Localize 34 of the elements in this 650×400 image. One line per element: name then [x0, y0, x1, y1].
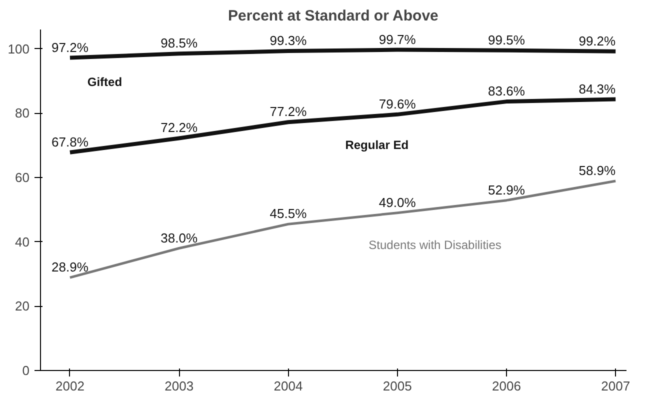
data-label: 97.2% — [52, 40, 89, 55]
y-tick-label: 80 — [15, 106, 30, 121]
series-label: Students with Disabilities — [368, 238, 502, 252]
x-tick-label: 2003 — [164, 378, 194, 394]
y-tick-label: 60 — [15, 170, 30, 185]
data-label: 52.9% — [488, 182, 526, 198]
data-label: 28.9% — [52, 260, 89, 275]
data-label: 45.5% — [270, 206, 308, 222]
y-tick-label: 100 — [8, 41, 30, 56]
data-label: 83.6% — [488, 84, 526, 99]
data-label: 99.5% — [488, 32, 526, 48]
x-tick-label: 2005 — [382, 378, 412, 394]
y-tick-label: 20 — [15, 298, 30, 314]
data-label: 72.2% — [160, 120, 198, 136]
data-label: 99.3% — [270, 33, 308, 48]
x-tick-label: 2002 — [56, 378, 84, 394]
data-label: 38.0% — [160, 230, 198, 246]
data-label: 49.0% — [378, 194, 416, 210]
data-label: 67.8% — [52, 134, 89, 150]
data-label: 79.6% — [378, 96, 416, 112]
x-tick-label: 2007 — [601, 378, 630, 394]
x-tick-label: 2006 — [492, 378, 521, 394]
data-label: 99.7% — [378, 32, 416, 47]
data-label: 84.3% — [578, 81, 616, 96]
x-tick-label: 2004 — [274, 378, 303, 394]
y-tick-label: 0 — [22, 363, 30, 378]
data-label: 58.9% — [578, 163, 616, 178]
data-label: 99.2% — [578, 33, 616, 48]
y-tick-label: 40 — [15, 234, 30, 250]
series-label: Gifted — [87, 75, 122, 90]
series-label: Regular Ed — [345, 138, 409, 152]
data-label: 77.2% — [270, 104, 308, 120]
data-label: 98.5% — [160, 36, 198, 51]
chart-title: Percent at Standard or Above — [228, 8, 438, 24]
